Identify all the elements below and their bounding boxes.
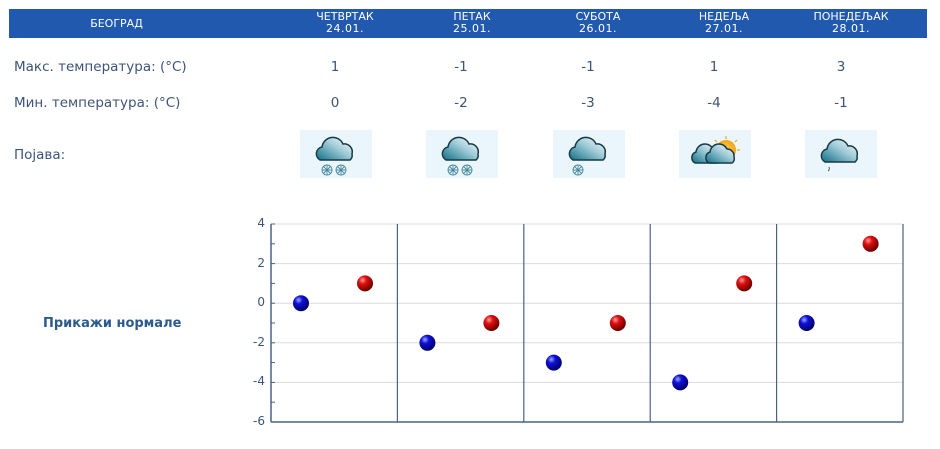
show-normals-link[interactable]: Прикажи нормале bbox=[43, 316, 182, 331]
y-tick-label: -2 bbox=[253, 334, 265, 349]
day-header-friday: ПЕТАК 25.01. bbox=[412, 11, 532, 35]
cloud-drizzle-icon bbox=[805, 130, 877, 178]
max-temp-value: 1 bbox=[709, 59, 719, 75]
y-tick-label: -4 bbox=[253, 374, 265, 389]
day-date: 27.01. bbox=[705, 22, 743, 35]
day-name: ПЕТАК bbox=[453, 10, 491, 23]
day-date: 28.01. bbox=[832, 22, 870, 35]
day-name: НЕДЕЉА bbox=[698, 10, 750, 23]
y-tick-label: -6 bbox=[253, 414, 265, 428]
max-temp-value: 3 bbox=[836, 59, 846, 75]
forecast-header: БЕОГРАД ЧЕТВРТАК 24.01. ПЕТАК 25.01. СУБ… bbox=[9, 9, 927, 38]
max-temp-marker bbox=[357, 275, 373, 292]
cloud-snow-light-icon bbox=[553, 130, 625, 178]
chart-grid bbox=[271, 223, 903, 383]
day-header-sunday: НЕДЕЉА 27.01. bbox=[664, 11, 784, 35]
day-header-monday: ПОНЕДЕЉАК 28.01. bbox=[791, 11, 911, 35]
y-tick-label: 0 bbox=[257, 295, 265, 310]
max-temp-label: Макс. температура: (°C) bbox=[14, 59, 187, 75]
city-name: БЕОГРАД bbox=[90, 17, 143, 30]
min-temp-value: -3 bbox=[581, 95, 595, 111]
day-name: СУБОТА bbox=[575, 10, 621, 23]
day-header-thursday: ЧЕТВРТАК 24.01. bbox=[285, 11, 405, 35]
y-tick-label: 2 bbox=[257, 255, 265, 270]
min-temp-value: 0 bbox=[330, 95, 340, 111]
y-tick-label: 4 bbox=[257, 216, 265, 230]
min-temp-marker bbox=[798, 315, 815, 331]
min-temp-marker bbox=[293, 295, 309, 312]
phenomenon-label: Појава: bbox=[14, 147, 66, 163]
max-temp-marker bbox=[736, 275, 753, 292]
min-temp-label: Мин. температура: (°C) bbox=[14, 95, 181, 111]
day-date: 26.01. bbox=[579, 22, 617, 35]
min-temp-value: -1 bbox=[834, 95, 848, 111]
min-temp-marker bbox=[672, 374, 689, 391]
max-temp-value: 1 bbox=[330, 59, 340, 75]
day-date: 25.01. bbox=[453, 22, 491, 35]
max-temp-value: -1 bbox=[581, 59, 595, 75]
partly-cloudy-sun-icon bbox=[679, 130, 751, 178]
max-temp-value: -1 bbox=[454, 59, 468, 75]
max-temp-marker bbox=[862, 235, 879, 252]
max-temp-marker bbox=[609, 315, 626, 331]
cloud-snow-heavy-icon bbox=[426, 130, 498, 178]
chart-axes bbox=[270, 223, 904, 423]
day-header-saturday: СУБОТА 26.01. bbox=[538, 11, 658, 35]
min-temp-marker bbox=[545, 354, 562, 371]
max-temp-marker bbox=[483, 315, 500, 331]
min-temp-value: -2 bbox=[454, 95, 468, 111]
chart-markers bbox=[293, 235, 879, 391]
day-name: ПОНЕДЕЉАК bbox=[813, 10, 889, 23]
day-date: 24.01. bbox=[326, 22, 364, 35]
cloud-snow-heavy-icon bbox=[300, 130, 372, 178]
min-temp-marker bbox=[419, 334, 436, 351]
day-name: ЧЕТВРТАК bbox=[316, 10, 374, 23]
min-temp-value: -4 bbox=[707, 95, 721, 111]
